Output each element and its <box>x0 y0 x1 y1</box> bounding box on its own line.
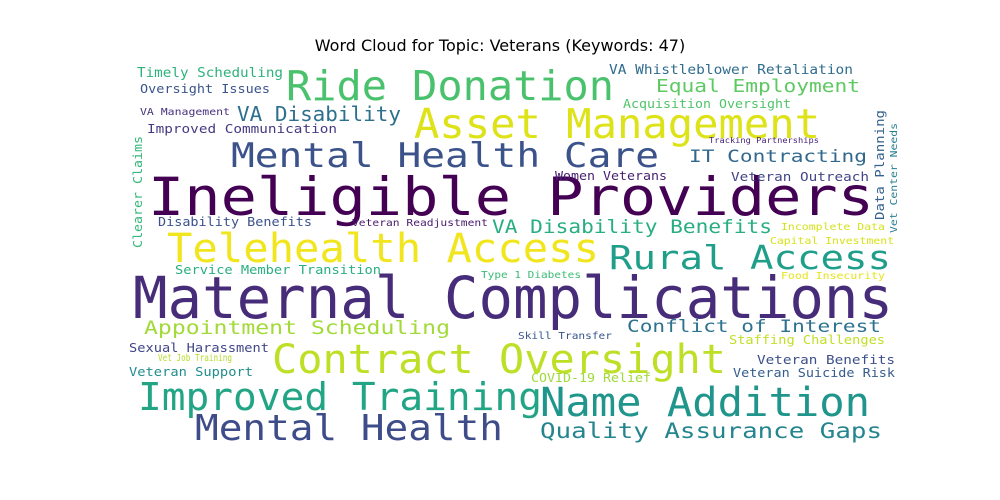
word-contract-oversight: Contract Oversight <box>272 337 726 383</box>
word-veteran-outreach: Veteran Outreach <box>731 170 869 184</box>
word-clearer-claims: Clearer Claims <box>131 136 145 248</box>
word-vet-center-needs: Vet Center Needs <box>889 123 900 233</box>
word-incomplete-data: Incomplete Data <box>781 222 885 233</box>
word-sexual-harassment: Sexual Harassment <box>129 341 269 355</box>
word-conflict-of-interest: Conflict of Interest <box>627 317 881 337</box>
word-improved-communication: Improved Communication <box>147 122 337 136</box>
word-type-1-diabetes: Type 1 Diabetes <box>481 270 581 281</box>
word-oversight-issues: Oversight Issues <box>140 82 270 96</box>
word-food-insecurity: Food Insecurity <box>781 271 885 282</box>
word-va-disability-benefits: VA Disability Benefits <box>492 216 772 238</box>
word-staffing-challenges: Staffing Challenges <box>729 333 885 347</box>
word-disability-benefits: Disability Benefits <box>158 215 312 229</box>
word-quality-assurance-gaps: Quality Assurance Gaps <box>540 419 882 443</box>
word-veteran-suicide-risk: Veteran Suicide Risk <box>733 366 896 380</box>
word-va-whistleblower-retaliation: VA Whistleblower Retaliation <box>609 63 853 78</box>
word-asset-management: Asset Management <box>414 100 820 148</box>
word-maternal-complications: Maternal Complications <box>133 264 893 332</box>
word-mental-health-care: Mental Health Care <box>231 136 659 176</box>
chart-title: Word Cloud for Topic: Veterans (Keywords… <box>314 36 686 55</box>
word-acquisition-oversight: Acquisition Oversight <box>623 97 791 111</box>
word-veteran-readjustment: Veteran Readjustment <box>352 218 488 229</box>
word-appointment-scheduling: Appointment Scheduling <box>144 317 450 339</box>
word-mental-health: Mental Health <box>195 408 503 449</box>
word-equal-employment: Equal Employment <box>656 76 860 97</box>
word-va-management: VA Management <box>140 107 230 118</box>
word-service-member-transition: Service Member Transition <box>175 263 381 277</box>
word-ride-donation: Ride Donation <box>286 62 614 110</box>
word-ineligible-providers: Ineligible Providers <box>148 167 874 228</box>
word-rural-access: Rural Access <box>609 238 891 277</box>
word-va-disability: VA Disability <box>237 102 401 126</box>
word-name-addition: Name Addition <box>540 380 870 426</box>
word-telehealth-access: Telehealth Access <box>167 226 599 272</box>
word-it-contracting: IT Contracting <box>689 147 867 167</box>
word-data-planning: Data Planning <box>873 110 887 220</box>
word-veteran-benefits: Veteran Benefits <box>757 353 895 367</box>
word-improved-training: Improved Training <box>138 375 542 419</box>
word-timely-scheduling: Timely Scheduling <box>137 66 283 81</box>
word-tracking-partnerships: Tracking Partnerships <box>709 136 819 145</box>
word-veteran-support: Veteran Support <box>129 365 253 379</box>
word-covid-19-relief: COVID-19 Relief <box>531 371 651 385</box>
word-skill-transfer: Skill Transfer <box>518 331 612 342</box>
word-women-veterans: Women Veterans <box>555 169 667 183</box>
word-vet-job-training: Vet Job Training <box>158 353 232 364</box>
word-capital-investment: Capital Investment <box>770 236 894 247</box>
